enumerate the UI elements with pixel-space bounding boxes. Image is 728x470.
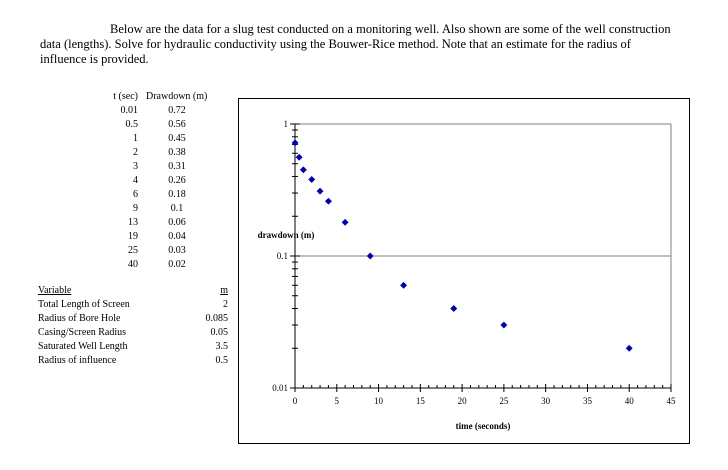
data-point	[316, 187, 324, 195]
variable-name-cell: Radius of influence	[38, 355, 117, 366]
x-tick-label: 40	[625, 396, 635, 406]
x-tick-label: 25	[499, 396, 509, 406]
drawdown-cell: 0.72	[168, 105, 186, 116]
time-cell: 2	[133, 147, 138, 158]
variable-column-header: Variable	[38, 285, 72, 296]
data-point	[308, 175, 316, 184]
table-row: 6 0.18	[100, 188, 216, 202]
x-tick-label: 15	[416, 396, 426, 406]
table-row: 1 0.45	[100, 132, 216, 146]
variable-value-cell: 0.5	[215, 355, 229, 366]
variable-row: Radius of influence 0.5	[38, 354, 228, 368]
variable-value-cell: 2	[223, 299, 228, 310]
problem-statement: Below are the data for a slug test condu…	[40, 22, 671, 66]
drawdown-cell: 0.38	[168, 147, 186, 158]
table-row: 40 0.02	[100, 258, 216, 272]
time-cell: 19	[128, 231, 138, 242]
drawdown-column-header: Drawdown (m)	[146, 91, 208, 102]
variable-row: Radius of Bore Hole 0.085	[38, 312, 228, 326]
x-tick-label: 45	[667, 396, 677, 406]
drawdown-cell: 0.18	[168, 189, 186, 200]
data-point	[625, 344, 633, 352]
chart-area-border	[238, 98, 690, 444]
table-row: 2 0.38	[100, 146, 216, 160]
variable-row: Saturated Well Length 3.5	[38, 340, 228, 354]
x-tick-label: 30	[541, 396, 551, 406]
time-cell: 3	[133, 161, 138, 172]
x-tick-label: 20	[458, 396, 468, 406]
time-column-header: t (sec)	[113, 91, 138, 102]
time-cell: 13	[128, 217, 138, 228]
table-row: 0.5 0.56	[100, 118, 216, 132]
table-row: 25 0.03	[100, 244, 216, 258]
table-row: 13 0.06	[100, 216, 216, 230]
data-point	[295, 153, 303, 161]
data-point	[299, 166, 307, 174]
x-tick-label: 10	[374, 396, 384, 406]
x-axis-title: time (seconds)	[456, 421, 511, 431]
drawdown-cell: 0.06	[168, 217, 186, 228]
variable-name-cell: Saturated Well Length	[38, 341, 128, 352]
time-cell: 40	[128, 259, 138, 270]
table-row: 3 0.31	[100, 160, 216, 174]
variable-row: Casing/Screen Radius 0.05	[38, 326, 228, 340]
variable-value-cell: 3.5	[215, 341, 229, 352]
unit-column-header: m	[220, 285, 228, 296]
x-tick-label: 35	[583, 396, 593, 406]
data-point	[450, 304, 458, 313]
variable-header-row: Variable m	[38, 284, 228, 298]
variable-name-cell: Radius of Bore Hole	[38, 313, 121, 324]
variable-value-cell: 0.085	[205, 313, 229, 324]
drawdown-cell: 0.31	[168, 161, 186, 172]
drawdown-chart-svg: 0.010.110 5 10 15 20 25 30 35 40 45 time (seconds…	[238, 98, 690, 444]
drawdown-cell: 0.03	[168, 245, 186, 256]
data-point	[341, 218, 349, 226]
time-cell: 1	[133, 133, 138, 144]
drawdown-cell: 0.26	[168, 175, 186, 186]
time-cell: 6	[133, 189, 138, 200]
variable-row: Total Length of Screen 2	[38, 298, 228, 312]
variable-name-cell: Total Length of Screen	[38, 299, 130, 310]
drawdown-cell: 0.45	[168, 133, 186, 144]
y-tick-label: 1	[284, 119, 289, 129]
x-tick-label: 0	[293, 396, 298, 406]
x-tick-label: 5	[335, 396, 340, 406]
data-point	[291, 139, 299, 147]
drawdown-cell: 0.02	[168, 259, 186, 270]
table-row: 4 0.26	[100, 174, 216, 188]
table-row: 19 0.04	[100, 230, 216, 244]
well-construction-table: Variable m Total Length of Screen 2 Radius…	[38, 284, 228, 368]
table-row: 9 0.1	[100, 202, 216, 216]
time-cell: 4	[133, 175, 138, 186]
time-cell: 9	[133, 203, 138, 214]
drawdown-cell: 0.56	[168, 119, 186, 130]
table-header-row: t (sec) Drawdown (m)	[100, 90, 216, 104]
time-cell: 25	[128, 245, 138, 256]
y-axis-title: drawdown (m)	[258, 230, 315, 240]
slug-test-data-table: t (sec) Drawdown (m) 0.01 0.72 0.5 0.56 1 0.4…	[100, 90, 216, 272]
data-point	[400, 281, 408, 289]
drawdown-chart: 0.01 0.1 1 0 5 10 15 20 25 30 35 40 45 time (seconds…	[238, 98, 690, 444]
time-cell: 0.5	[125, 119, 139, 130]
data-point	[500, 321, 508, 329]
table-row: 0.01 0.72	[100, 104, 216, 118]
variable-name-cell: Casing/Screen Radius	[38, 327, 127, 338]
data-point	[324, 197, 332, 205]
drawdown-cell: 0.1	[170, 203, 184, 214]
time-cell: 0.01	[120, 105, 139, 116]
y-tick-label: 0.1	[277, 251, 288, 261]
variable-value-cell: 0.05	[210, 327, 229, 338]
drawdown-cell: 0.04	[168, 231, 186, 242]
data-point	[366, 252, 374, 260]
y-tick-label: 0.01	[272, 383, 288, 393]
